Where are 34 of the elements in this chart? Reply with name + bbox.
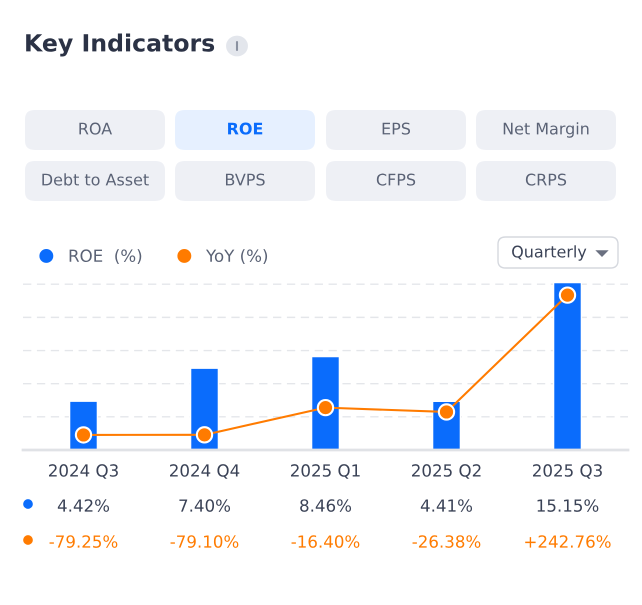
data-label: 4.41% <box>420 499 472 512</box>
text: EPS <box>382 122 410 135</box>
text: CRPS <box>526 174 566 186</box>
text: Quarterly <box>512 245 586 261</box>
data-label: 4.42% <box>58 499 110 512</box>
data-label: 15.15% <box>538 499 598 512</box>
data-label: -79.10% <box>170 535 238 548</box>
text: BVPS <box>226 174 265 186</box>
bar <box>552 282 582 450</box>
data-label: -79.25% <box>50 535 118 548</box>
x-tick-label: 2024 Q4 <box>170 464 240 479</box>
point <box>196 426 214 444</box>
point <box>438 403 456 421</box>
legend-label: YoY (%) <box>206 249 268 264</box>
text: ROE <box>228 122 262 135</box>
data-label: +242.76% <box>525 535 611 548</box>
text: ROA <box>79 122 112 135</box>
text: CFPS <box>376 174 416 186</box>
x-tick-label: 2024 Q3 <box>49 464 118 479</box>
x-tick-label: 2025 Q3 <box>533 464 602 479</box>
data-label: 7.40% <box>179 499 230 512</box>
data-label: -26.38% <box>412 535 480 548</box>
data-label: 8.46% <box>300 499 352 512</box>
text: Debt to Asset <box>42 173 149 186</box>
chart-title: Key Indicators <box>26 33 214 57</box>
legend-label: ROE (%) <box>70 249 142 264</box>
x-tick-label: 2025 Q1 <box>291 464 360 479</box>
x-tick-label: 2025 Q2 <box>412 464 481 479</box>
bar <box>310 356 340 450</box>
point <box>316 398 334 416</box>
data-label: -16.40% <box>292 535 360 548</box>
point <box>74 426 92 444</box>
text: Net Margin <box>504 122 588 138</box>
point <box>558 286 576 304</box>
